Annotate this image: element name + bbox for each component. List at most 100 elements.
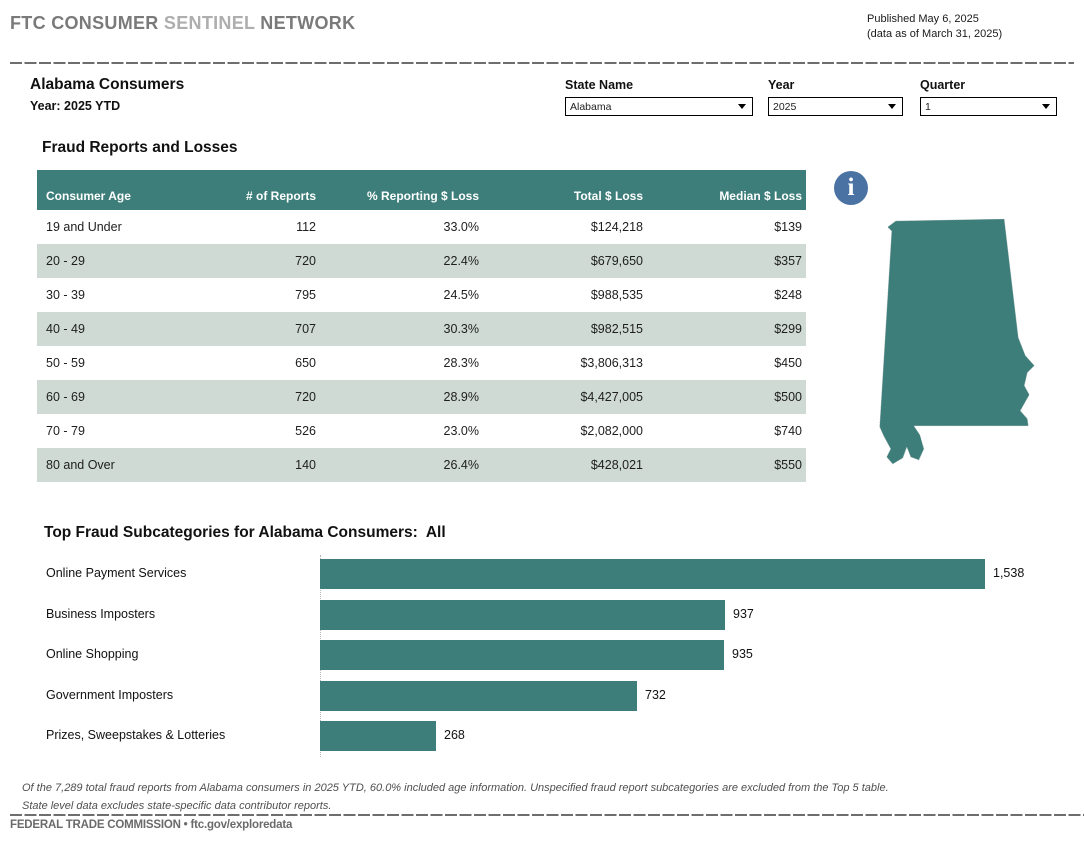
table-cell: 720 (295, 254, 316, 268)
chevron-down-icon (738, 104, 746, 109)
year-value: 2025 (773, 100, 797, 113)
filter-year: Year 2025 (768, 78, 903, 116)
state-name-label: State Name (565, 78, 634, 92)
table-cell: 28.9% (443, 390, 479, 404)
bar-value-label: 1,538 (993, 566, 1025, 580)
table-row[interactable]: 19 and Under 112 33.0% $124,218 $139 (37, 210, 806, 244)
footnote: Of the 7,289 total fraud reports from Al… (22, 782, 889, 812)
table-cell: $450 (774, 356, 802, 370)
bar[interactable] (320, 599, 725, 630)
bar-value-label: 937 (733, 606, 754, 621)
fraud-table: Consumer Age # of Reports % Reporting $ … (37, 170, 806, 482)
chart-row: Government Imposters 732 (0, 680, 1084, 711)
app-title: FTC CONSUMER SENTINEL NETWORK (10, 13, 355, 34)
bar[interactable] (320, 640, 724, 670)
filter-quarter: Quarter 1 (920, 78, 1057, 116)
table-cell: 33.0% (443, 220, 479, 234)
table-row[interactable]: 50 - 59 650 28.3% $3,806,313 $450 (37, 346, 806, 380)
app-title-part1: FTC CONSUMER (10, 13, 164, 33)
table-cell: $248 (774, 288, 802, 302)
table-cell: 112 (296, 220, 316, 234)
bar-category-label: Business Imposters (46, 606, 156, 621)
footer-divider (10, 814, 1084, 816)
page-subtitle: Year: 2025 YTD (30, 99, 121, 113)
table-row[interactable]: 40 - 49 707 30.3% $982,515 $299 (37, 312, 806, 346)
table-cell: 707 (295, 322, 316, 336)
column-header-pct-reporting-loss: % Reporting $ Loss (320, 170, 483, 210)
bar-value-label: 268 (444, 728, 465, 742)
bar-value-label: 732 (645, 687, 666, 702)
table-cell: 720 (295, 390, 316, 404)
table-row[interactable]: 20 - 29 720 22.4% $679,650 $357 (37, 244, 806, 278)
chevron-down-icon (888, 104, 896, 109)
table-cell: $139 (774, 220, 802, 234)
bar-category-label: Government Imposters (46, 687, 174, 702)
year-label: Year (768, 78, 795, 92)
table-cell: 23.0% (443, 424, 479, 438)
published-date: Published May 6, 2025 (data as of March … (867, 12, 1002, 42)
table-cell: $299 (774, 322, 802, 336)
published-line1: Published May 6, 2025 (867, 13, 979, 25)
table-row[interactable]: 80 and Over 140 26.4% $428,021 $550 (37, 448, 806, 482)
info-icon[interactable]: i (834, 171, 868, 205)
table-cell: 650 (295, 356, 316, 370)
table-cell: 22.4% (443, 254, 479, 268)
table-cell: 526 (295, 424, 316, 438)
bar[interactable] (320, 680, 637, 711)
alabama-shape (879, 218, 1035, 465)
table-cell: 30 - 39 (46, 288, 85, 302)
page-title: Alabama Consumers (30, 76, 185, 93)
table-cell: 40 - 49 (46, 322, 85, 336)
info-icon-glyph: i (847, 174, 855, 201)
chart-row: Prizes, Sweepstakes & Lotteries 268 (0, 721, 1084, 751)
table-cell: 60 - 69 (46, 390, 85, 404)
bar-category-label: Online Shopping (46, 647, 139, 661)
table-cell: 26.4% (443, 458, 479, 472)
table-cell: 24.5% (443, 288, 479, 302)
state-name-select[interactable]: Alabama (565, 97, 753, 116)
bar-category-label: Online Payment Services (46, 566, 187, 580)
bar-value-label: 935 (732, 647, 753, 661)
bar[interactable] (320, 559, 985, 589)
table-header-row: Consumer Age # of Reports % Reporting $ … (37, 170, 806, 210)
footer-text: FEDERAL TRADE COMMISSION • ftc.gov/explo… (10, 819, 293, 831)
table-cell: 70 - 79 (46, 424, 85, 438)
published-line2: (data as of March 31, 2025) (867, 28, 1003, 40)
alabama-state-map[interactable] (876, 218, 1038, 466)
app-title-part2: SENTINEL (163, 13, 261, 33)
column-header-median-loss: Median $ Loss (647, 170, 806, 210)
year-select[interactable]: 2025 (768, 97, 903, 116)
chart-row: Online Payment Services 1,538 (0, 559, 1084, 589)
bar-category-label: Prizes, Sweepstakes & Lotteries (46, 728, 226, 742)
table-cell: 140 (295, 458, 316, 472)
table-cell: $124,218 (590, 220, 643, 234)
table-cell: $4,427,005 (580, 390, 643, 404)
table-cell: $428,021 (590, 458, 643, 472)
quarter-label: Quarter (920, 78, 966, 92)
table-cell: 795 (295, 288, 316, 302)
table-cell: $357 (774, 254, 802, 268)
table-row[interactable]: 30 - 39 795 24.5% $988,535 $248 (37, 278, 806, 312)
header-divider (10, 62, 1074, 64)
chart-title: Top Fraud Subcategories for Alabama Cons… (44, 524, 446, 541)
state-name-value: Alabama (570, 100, 612, 113)
chart-row: Online Shopping 935 (0, 640, 1084, 670)
table-cell: $2,082,000 (580, 424, 643, 438)
table-cell: $988,535 (590, 288, 643, 302)
table-cell: 50 - 59 (46, 356, 85, 370)
table-row[interactable]: 60 - 69 720 28.9% $4,427,005 $500 (37, 380, 806, 414)
chart-row: Business Imposters 937 (0, 599, 1084, 630)
table-cell: 28.3% (443, 356, 479, 370)
bar[interactable] (320, 721, 436, 751)
table-cell: 19 and Under (46, 220, 122, 234)
subcategory-chart: Online Payment Services 1,538 Business Imp… (0, 555, 1084, 764)
quarter-select[interactable]: 1 (920, 97, 1057, 116)
fraud-table-title: Fraud Reports and Losses (42, 139, 238, 156)
table-row[interactable]: 70 - 79 526 23.0% $2,082,000 $740 (37, 414, 806, 448)
table-cell: $740 (774, 424, 802, 438)
table-cell: 30.3% (443, 322, 479, 336)
filter-state-name: State Name Alabama (565, 78, 753, 116)
chevron-down-icon (1042, 104, 1050, 109)
table-cell: $500 (774, 390, 802, 404)
quarter-value: 1 (925, 100, 931, 113)
